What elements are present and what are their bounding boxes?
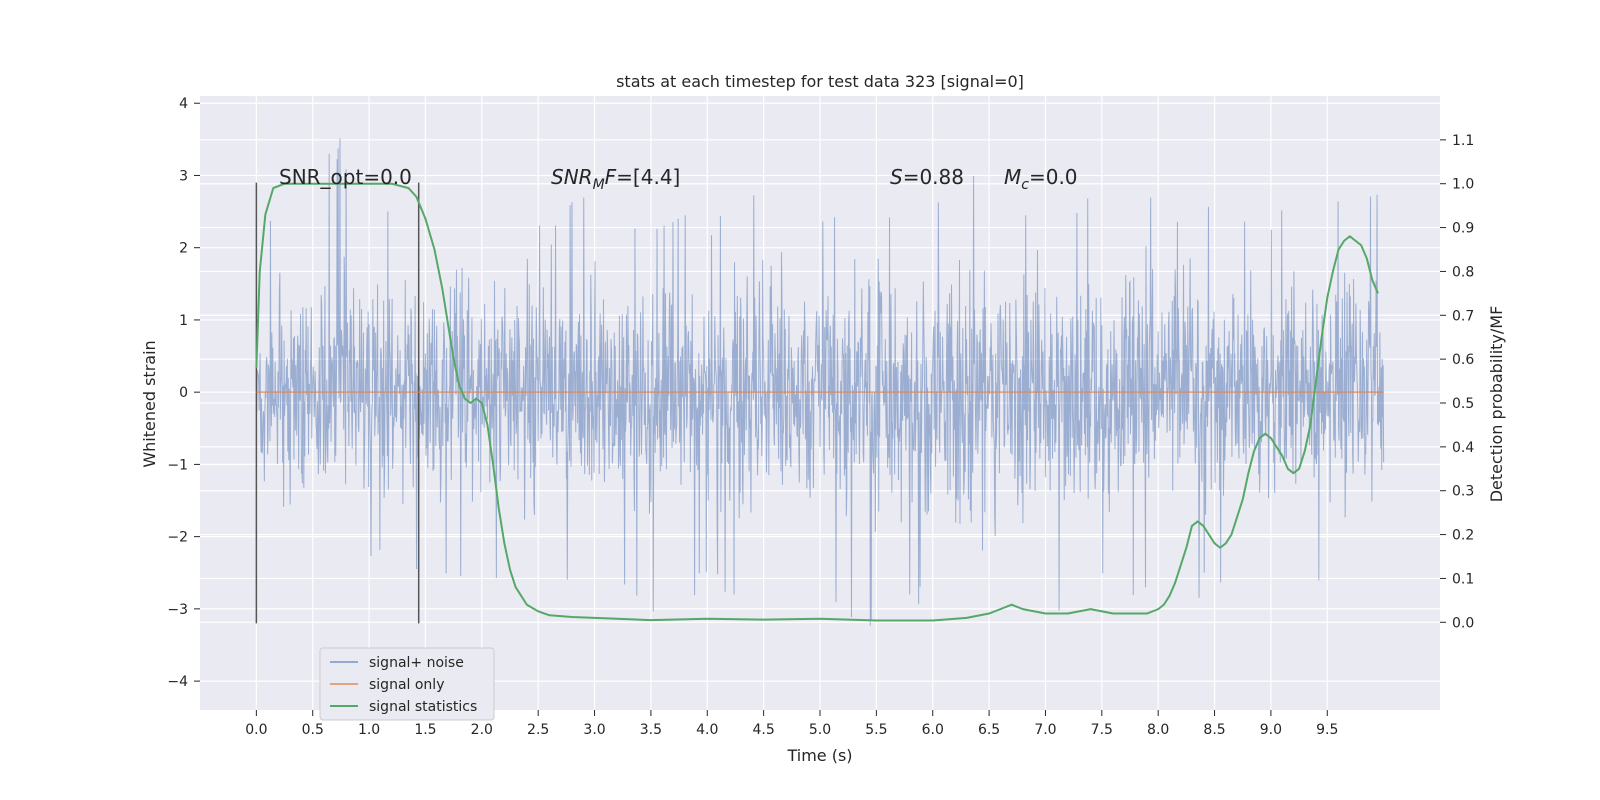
y-left-tick-label: −3 — [167, 602, 188, 618]
y-right-axis-label: Detection probability/MF — [1487, 306, 1506, 503]
y-right-tick-label: 0.7 — [1452, 308, 1474, 324]
x-tick-label: 6.0 — [922, 722, 944, 738]
x-tick-label: 0.0 — [245, 722, 267, 738]
s-letter: S — [890, 165, 903, 189]
annotation-snr-opt: SNR_opt=0.0 — [279, 165, 412, 189]
x-tick-label: 9.0 — [1260, 722, 1282, 738]
mc-letter: M — [1004, 165, 1021, 189]
y-left-axis-label: Whitened strain — [140, 340, 159, 467]
y-right-tick-label: 0.6 — [1452, 352, 1474, 368]
snr-mf-value: =[4.4] — [616, 165, 680, 189]
legend-label-signal-statistics: signal statistics — [369, 699, 477, 715]
x-tick-label: 8.0 — [1147, 722, 1169, 738]
y-left-tick-label: 1 — [179, 313, 188, 329]
y-left-tick-label: −2 — [167, 530, 188, 546]
y-right-tick-label: 1.1 — [1452, 133, 1474, 149]
y-left-tick-label: 4 — [179, 96, 188, 112]
y-right-tick-label: 0.0 — [1452, 615, 1474, 631]
y-right-tick-label: 0.4 — [1452, 440, 1474, 456]
annotation-mc: Mc=0.0 — [1004, 165, 1078, 193]
x-tick-label: 0.5 — [302, 722, 324, 738]
x-tick-label: 4.0 — [696, 722, 718, 738]
legend: signal+ noise signal only signal statist… — [319, 647, 495, 721]
x-tick-labels: 0.0 0.5 1.0 1.5 2.0 2.5 3.0 3.5 4.0 4.5 5.0 5.5 6.0 6… — [245, 710, 1338, 738]
series-signal-noise — [255, 138, 1385, 626]
y-right-tick-label: 0.8 — [1452, 264, 1474, 280]
s-value: =0.88 — [903, 165, 964, 189]
annotation-snr-mf: SNRMF=[4.4] — [551, 165, 680, 193]
y-left-tick-label: −1 — [167, 457, 188, 473]
signal-statistics-line — [255, 182, 1379, 622]
y-right-tick-label: 1.0 — [1452, 177, 1474, 193]
snr-mf-subscript: M — [593, 177, 605, 193]
mc-subscript: c — [1021, 177, 1029, 193]
annotation-s: S=0.88 — [890, 165, 964, 189]
x-tick-label: 1.5 — [414, 722, 436, 738]
y-right-tick-label: 0.9 — [1452, 221, 1474, 237]
y-left-tick-label: 0 — [179, 385, 188, 401]
y-left-tick-labels: 4 3 2 1 0 −1 −2 −3 −4 — [167, 96, 200, 690]
legend-label-signal-noise: signal+ noise — [369, 655, 464, 671]
x-tick-label: 2.0 — [471, 722, 493, 738]
y-right-tick-label: 0.5 — [1452, 396, 1474, 412]
y-left-tick-label: −4 — [167, 674, 188, 690]
vertical-markers — [255, 182, 420, 624]
x-tick-label: 4.5 — [753, 722, 775, 738]
x-tick-label: 6.5 — [978, 722, 1000, 738]
snr-mf-letter: F — [605, 165, 617, 189]
x-tick-label: 1.0 — [358, 722, 380, 738]
y-right-tick-label: 0.1 — [1452, 571, 1474, 587]
x-tick-label: 3.5 — [640, 722, 662, 738]
chart-title: stats at each timestep for test data 323… — [616, 72, 1024, 91]
y-right-tick-labels: 0.0 0.1 0.2 0.3 0.4 0.5 0.6 0.7 0.8 0.9 1.0 1.1 — [1440, 133, 1474, 631]
x-tick-label: 9.5 — [1316, 722, 1338, 738]
y-right-tick-label: 0.3 — [1452, 484, 1474, 500]
x-tick-label: 7.0 — [1034, 722, 1056, 738]
x-tick-label: 7.5 — [1091, 722, 1113, 738]
x-tick-label: 2.5 — [527, 722, 549, 738]
mc-value: =0.0 — [1029, 165, 1078, 189]
legend-label-signal-only: signal only — [369, 677, 444, 693]
x-tick-label: 5.5 — [865, 722, 887, 738]
x-tick-label: 8.5 — [1203, 722, 1225, 738]
legend-box — [319, 647, 495, 721]
x-axis-label: Time (s) — [786, 746, 852, 765]
x-tick-label: 5.0 — [809, 722, 831, 738]
x-tick-label: 3.0 — [583, 722, 605, 738]
signal-noise-line — [255, 138, 1385, 626]
y-left-tick-label: 3 — [179, 168, 188, 184]
series-signal-statistics — [255, 182, 1379, 622]
y-left-tick-label: 2 — [179, 241, 188, 257]
snr-mf-prefix: SNR — [551, 165, 593, 189]
y-right-tick-label: 0.2 — [1452, 528, 1474, 544]
